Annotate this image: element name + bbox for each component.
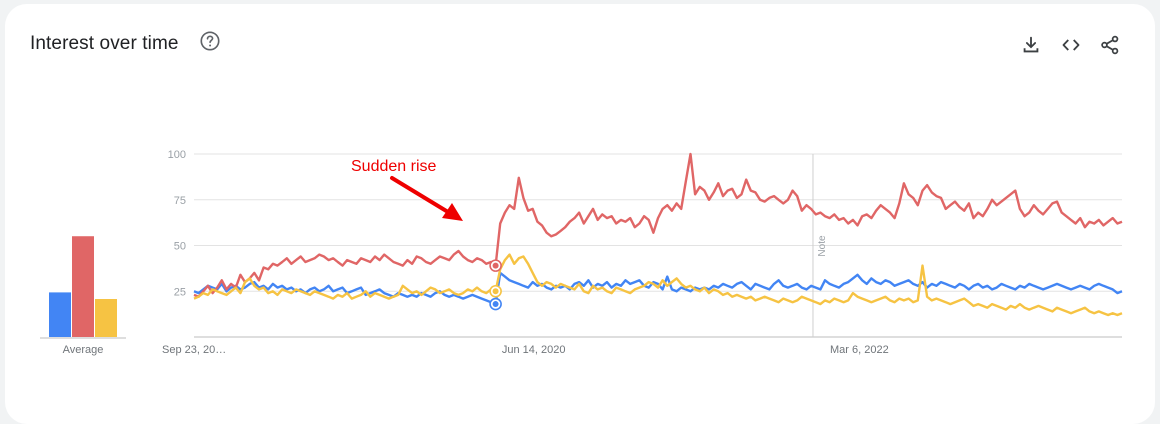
annotation-label: Sudden rise	[351, 158, 436, 175]
x-tick-label: Mar 6, 2022	[830, 344, 889, 356]
x-tick-label: Jun 14, 2020	[502, 344, 566, 356]
average-bar	[49, 292, 71, 337]
note-label: Note	[817, 235, 828, 257]
y-tick-label: 25	[174, 286, 186, 298]
series-line	[193, 152, 1123, 298]
y-tick-label: 75	[174, 195, 186, 207]
y-tick-label: 100	[168, 149, 186, 161]
series-line	[193, 271, 1123, 306]
point-marker-dot	[492, 301, 499, 308]
embed-code-icon[interactable]	[1060, 34, 1082, 56]
point-marker-dot	[492, 262, 499, 269]
download-icon[interactable]	[1020, 34, 1042, 56]
share-icon[interactable]	[1099, 34, 1121, 56]
annotation-arrow-head	[442, 203, 463, 221]
average-bar	[95, 299, 117, 337]
point-marker-dot	[492, 288, 499, 295]
x-tick-label: Sep 23, 20…	[162, 344, 226, 356]
interest-chart: 100 75 50 25 Sep 23, 20… Jun 14, 2020 Mar 6, 2…	[40, 149, 1123, 356]
average-bar	[72, 236, 94, 337]
annotation-arrow-shaft	[390, 176, 450, 214]
card-title: Interest over time	[30, 33, 179, 54]
average-label: Average	[63, 344, 104, 356]
series-line	[193, 253, 1123, 317]
help-circle-icon[interactable]	[199, 30, 221, 52]
y-tick-label: 50	[174, 241, 186, 253]
